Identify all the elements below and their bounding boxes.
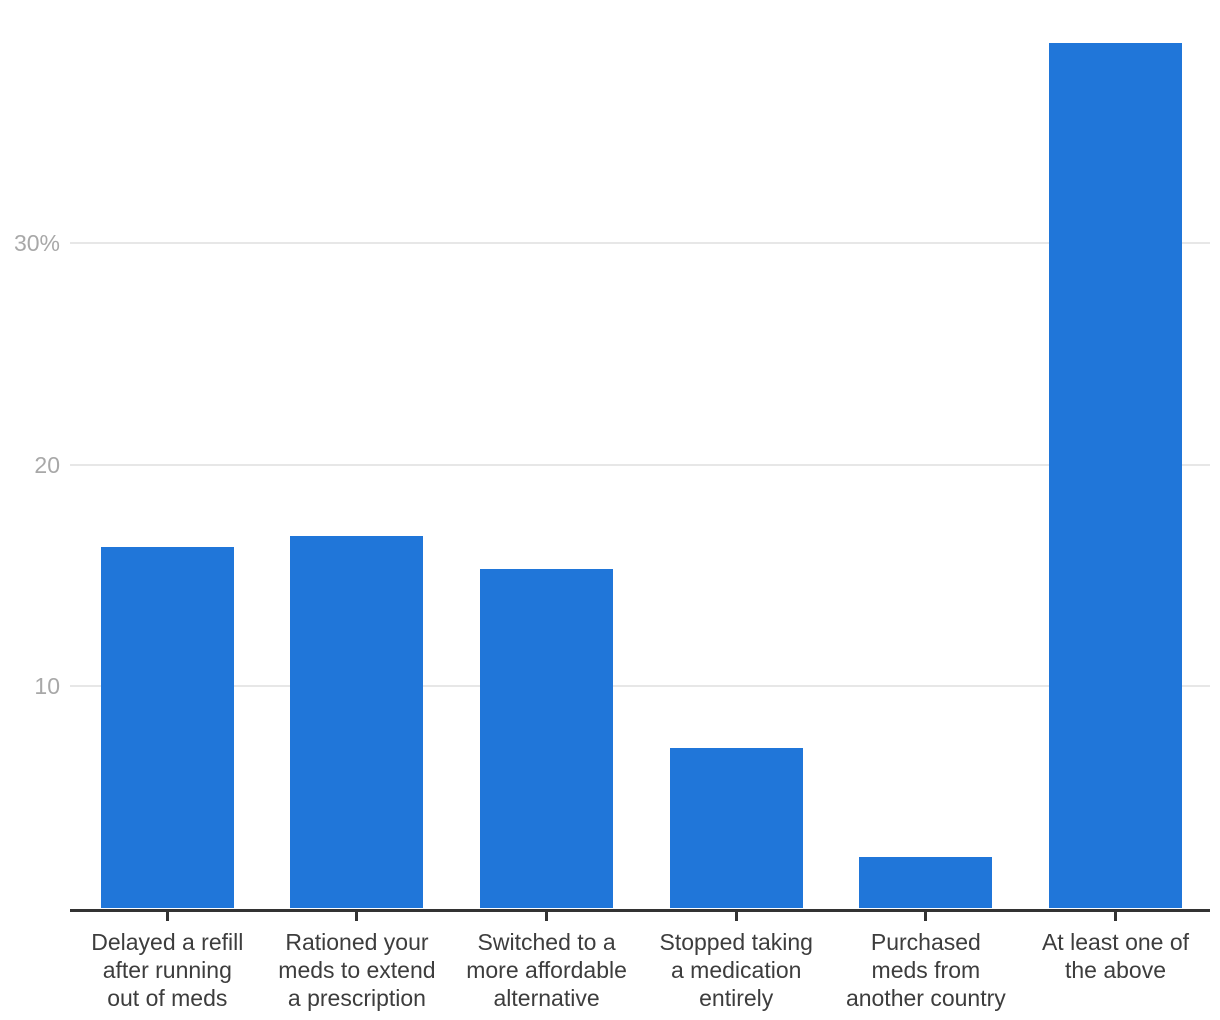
x-category-label: Stopped taking a medication entirely	[659, 929, 813, 1011]
y-gridline	[70, 463, 1210, 466]
bar	[100, 546, 234, 908]
x-category-label: Purchased meds from another country	[845, 929, 1006, 1011]
bar	[290, 535, 424, 908]
y-gridline	[70, 241, 1210, 244]
x-category-label: At least one of the above	[1041, 929, 1190, 983]
x-tick	[165, 910, 169, 921]
x-tick	[924, 910, 928, 921]
y-tick-label: 30%	[13, 229, 60, 256]
bar	[669, 748, 803, 908]
x-axis-line	[70, 908, 1210, 912]
x-tick	[734, 910, 738, 921]
bar	[859, 857, 993, 908]
x-category-label: Delayed a refill after running out of me…	[91, 929, 244, 1011]
y-gridline	[70, 685, 1210, 688]
x-tick	[545, 910, 549, 921]
bar	[1049, 43, 1182, 908]
x-tick	[1114, 910, 1117, 921]
x-tick	[355, 910, 359, 921]
bar	[480, 568, 614, 908]
x-category-label: Rationed your meds to extend a prescript…	[278, 929, 436, 1011]
y-tick-label: 10	[34, 673, 60, 700]
y-tick-label: 20	[34, 451, 60, 478]
x-category-label: Switched to a more affordable alternativ…	[466, 929, 627, 1011]
